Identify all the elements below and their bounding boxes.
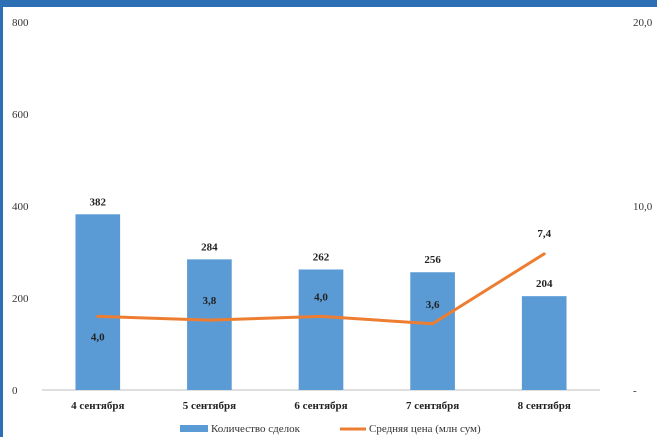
line-value-label: 4,0 (91, 331, 105, 343)
left-border (0, 0, 3, 437)
bar (75, 214, 121, 390)
category-label: 7 сентября (406, 400, 459, 412)
bar-value-label: 262 (313, 251, 330, 263)
category-label: 4 сентября (71, 400, 124, 412)
line-point (207, 318, 211, 322)
y-tick-label: 0 (12, 385, 18, 397)
bar-value-label: 284 (201, 241, 218, 253)
y-tick-label: 600 (12, 109, 29, 121)
line-value-label: 7,4 (537, 228, 551, 240)
bar (410, 272, 455, 390)
line-point (542, 252, 546, 256)
line-value-label: 3,8 (203, 295, 217, 307)
bar (521, 296, 567, 390)
bar-value-label: 256 (424, 254, 441, 266)
category-labels: 4 сентября 5 сентября 6 сентября 7 сентября… (71, 400, 571, 412)
line-value-label: 3,6 (426, 299, 440, 311)
line-labels: 4,0 3,8 4,0 3,6 7,4 (91, 228, 552, 344)
y-tick-label: 800 (12, 17, 29, 29)
line-point (319, 314, 323, 318)
category-label: 8 сентября (518, 400, 571, 412)
bar-value-label: 382 (90, 196, 107, 208)
legend-bar-swatch (180, 425, 208, 432)
price-line (96, 252, 546, 326)
y-tick-label: 200 (12, 293, 29, 305)
category-label: 5 сентября (183, 400, 236, 412)
bars (75, 214, 567, 390)
bar-labels: 382 284 262 256 204 (90, 196, 553, 290)
legend-bar-label: Количество сделок (211, 423, 301, 435)
line-point (96, 314, 100, 318)
top-border (0, 0, 657, 7)
line-value-label: 4,0 (314, 291, 328, 303)
legend-line-label: Средняя цена (млн сум) (369, 423, 481, 435)
bar-value-label: 204 (536, 278, 553, 290)
line-point (431, 322, 435, 326)
y2-tick-label: 10,0 (633, 201, 653, 213)
category-label: 6 сентября (294, 400, 347, 412)
bar (298, 269, 344, 390)
y2-tick-label: 20,0 (633, 17, 653, 29)
y-tick-label: 400 (12, 201, 29, 213)
bar (187, 259, 232, 390)
y2-tick-label: - (633, 385, 637, 397)
legend: Количество сделок Средняя цена (млн сум) (180, 423, 481, 435)
